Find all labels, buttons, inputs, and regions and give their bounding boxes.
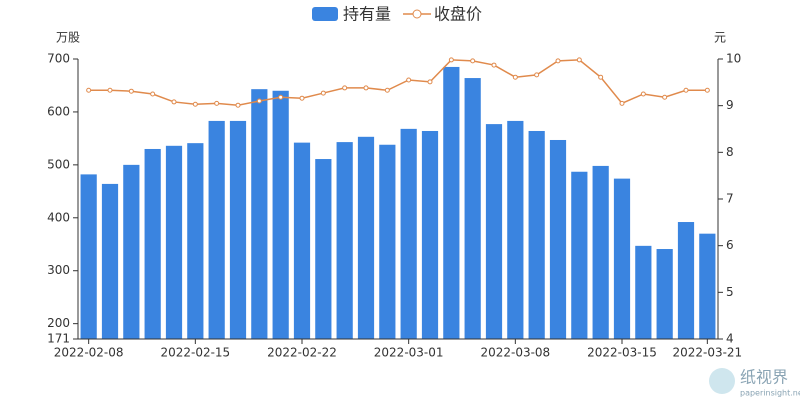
bar bbox=[379, 144, 396, 339]
price-point bbox=[192, 101, 198, 107]
bar bbox=[613, 178, 631, 339]
bar bbox=[549, 139, 567, 339]
price-point bbox=[278, 94, 284, 100]
bar bbox=[400, 128, 417, 339]
x-tick-label: 2022-03-15 bbox=[587, 346, 657, 360]
y2-tick-label: 4 bbox=[726, 332, 734, 346]
y2-tick-label: 7 bbox=[726, 192, 734, 206]
y2-axis-title: 元 bbox=[714, 31, 726, 45]
bar bbox=[272, 90, 289, 340]
bar bbox=[443, 66, 460, 339]
y-tick-label: 400 bbox=[47, 210, 70, 224]
price-point bbox=[363, 85, 369, 91]
bar bbox=[635, 245, 652, 339]
watermark-url: paperinsight.net bbox=[740, 389, 800, 398]
price-point bbox=[128, 88, 134, 94]
price-point bbox=[704, 87, 710, 93]
price-point bbox=[683, 87, 689, 93]
y2-tick-label: 6 bbox=[726, 238, 734, 252]
bar bbox=[485, 124, 503, 339]
legend-label: 收盘价 bbox=[434, 5, 482, 24]
watermark-logo bbox=[709, 368, 735, 394]
y2-tick-label: 5 bbox=[726, 285, 734, 299]
price-point bbox=[299, 95, 305, 101]
bar bbox=[571, 171, 588, 339]
price-point bbox=[576, 57, 582, 63]
price-point bbox=[448, 57, 454, 63]
y2-tick-label: 10 bbox=[726, 52, 741, 66]
bar bbox=[656, 249, 673, 339]
y2-tick-label: 8 bbox=[726, 145, 734, 159]
bar bbox=[464, 78, 481, 340]
legend-label: 持有量 bbox=[343, 5, 391, 24]
watermark: 纸视界 paperinsight.net bbox=[709, 368, 800, 398]
bar bbox=[336, 142, 353, 339]
bar bbox=[208, 120, 225, 340]
price-point bbox=[427, 79, 433, 85]
bar bbox=[80, 174, 97, 339]
y-tick-label: 500 bbox=[47, 157, 70, 171]
price-point bbox=[342, 85, 348, 91]
bar bbox=[677, 222, 695, 339]
y-tick-label: 171 bbox=[47, 332, 70, 346]
bar bbox=[699, 233, 716, 339]
bar bbox=[144, 148, 161, 339]
bar bbox=[229, 120, 247, 340]
y-tick-label: 200 bbox=[47, 316, 70, 330]
price-point bbox=[555, 58, 561, 64]
price-point bbox=[406, 77, 412, 83]
x-tick-label: 2022-02-08 bbox=[54, 346, 124, 360]
watermark-name: 纸视界 bbox=[740, 368, 788, 387]
bar bbox=[123, 164, 140, 339]
bar bbox=[187, 143, 204, 339]
bar bbox=[592, 165, 609, 339]
price-point bbox=[598, 74, 604, 80]
legend-swatch-point bbox=[412, 9, 422, 19]
price-point bbox=[470, 58, 476, 64]
y-axis-title: 万股 bbox=[56, 31, 80, 45]
y-tick-label: 700 bbox=[47, 52, 70, 66]
bar bbox=[165, 145, 183, 339]
bar bbox=[315, 159, 332, 339]
price-point bbox=[662, 94, 668, 100]
legend: 持有量 收盘价 bbox=[312, 5, 482, 24]
price-point bbox=[512, 74, 518, 80]
price-point bbox=[86, 87, 92, 93]
price-point bbox=[235, 102, 241, 108]
bar bbox=[528, 130, 545, 339]
price-point bbox=[640, 91, 646, 97]
bar bbox=[101, 183, 119, 339]
bar bbox=[421, 130, 439, 339]
x-tick-label: 2022-03-01 bbox=[374, 346, 444, 360]
bar bbox=[357, 136, 375, 339]
price-line bbox=[88, 59, 708, 106]
price-point bbox=[534, 72, 540, 78]
price-point bbox=[256, 98, 262, 104]
price-point bbox=[619, 100, 625, 106]
price-point bbox=[150, 91, 156, 97]
x-tick-label: 2022-02-15 bbox=[160, 346, 230, 360]
price-point bbox=[491, 62, 497, 68]
y-tick-label: 600 bbox=[47, 104, 70, 118]
price-point bbox=[384, 87, 390, 93]
price-point bbox=[320, 90, 326, 96]
price-point bbox=[171, 99, 177, 105]
y-tick-label: 300 bbox=[47, 263, 70, 277]
y2-tick-label: 9 bbox=[726, 98, 734, 112]
x-tick-label: 2022-03-08 bbox=[480, 346, 550, 360]
bar bbox=[507, 120, 524, 340]
bar bbox=[251, 89, 268, 339]
price-point bbox=[107, 87, 113, 93]
x-tick-label: 2022-02-22 bbox=[267, 346, 337, 360]
bar bbox=[293, 142, 311, 339]
legend-swatch bbox=[312, 7, 338, 21]
price-point bbox=[214, 100, 220, 106]
x-tick-label: 2022-03-21 bbox=[672, 346, 742, 360]
